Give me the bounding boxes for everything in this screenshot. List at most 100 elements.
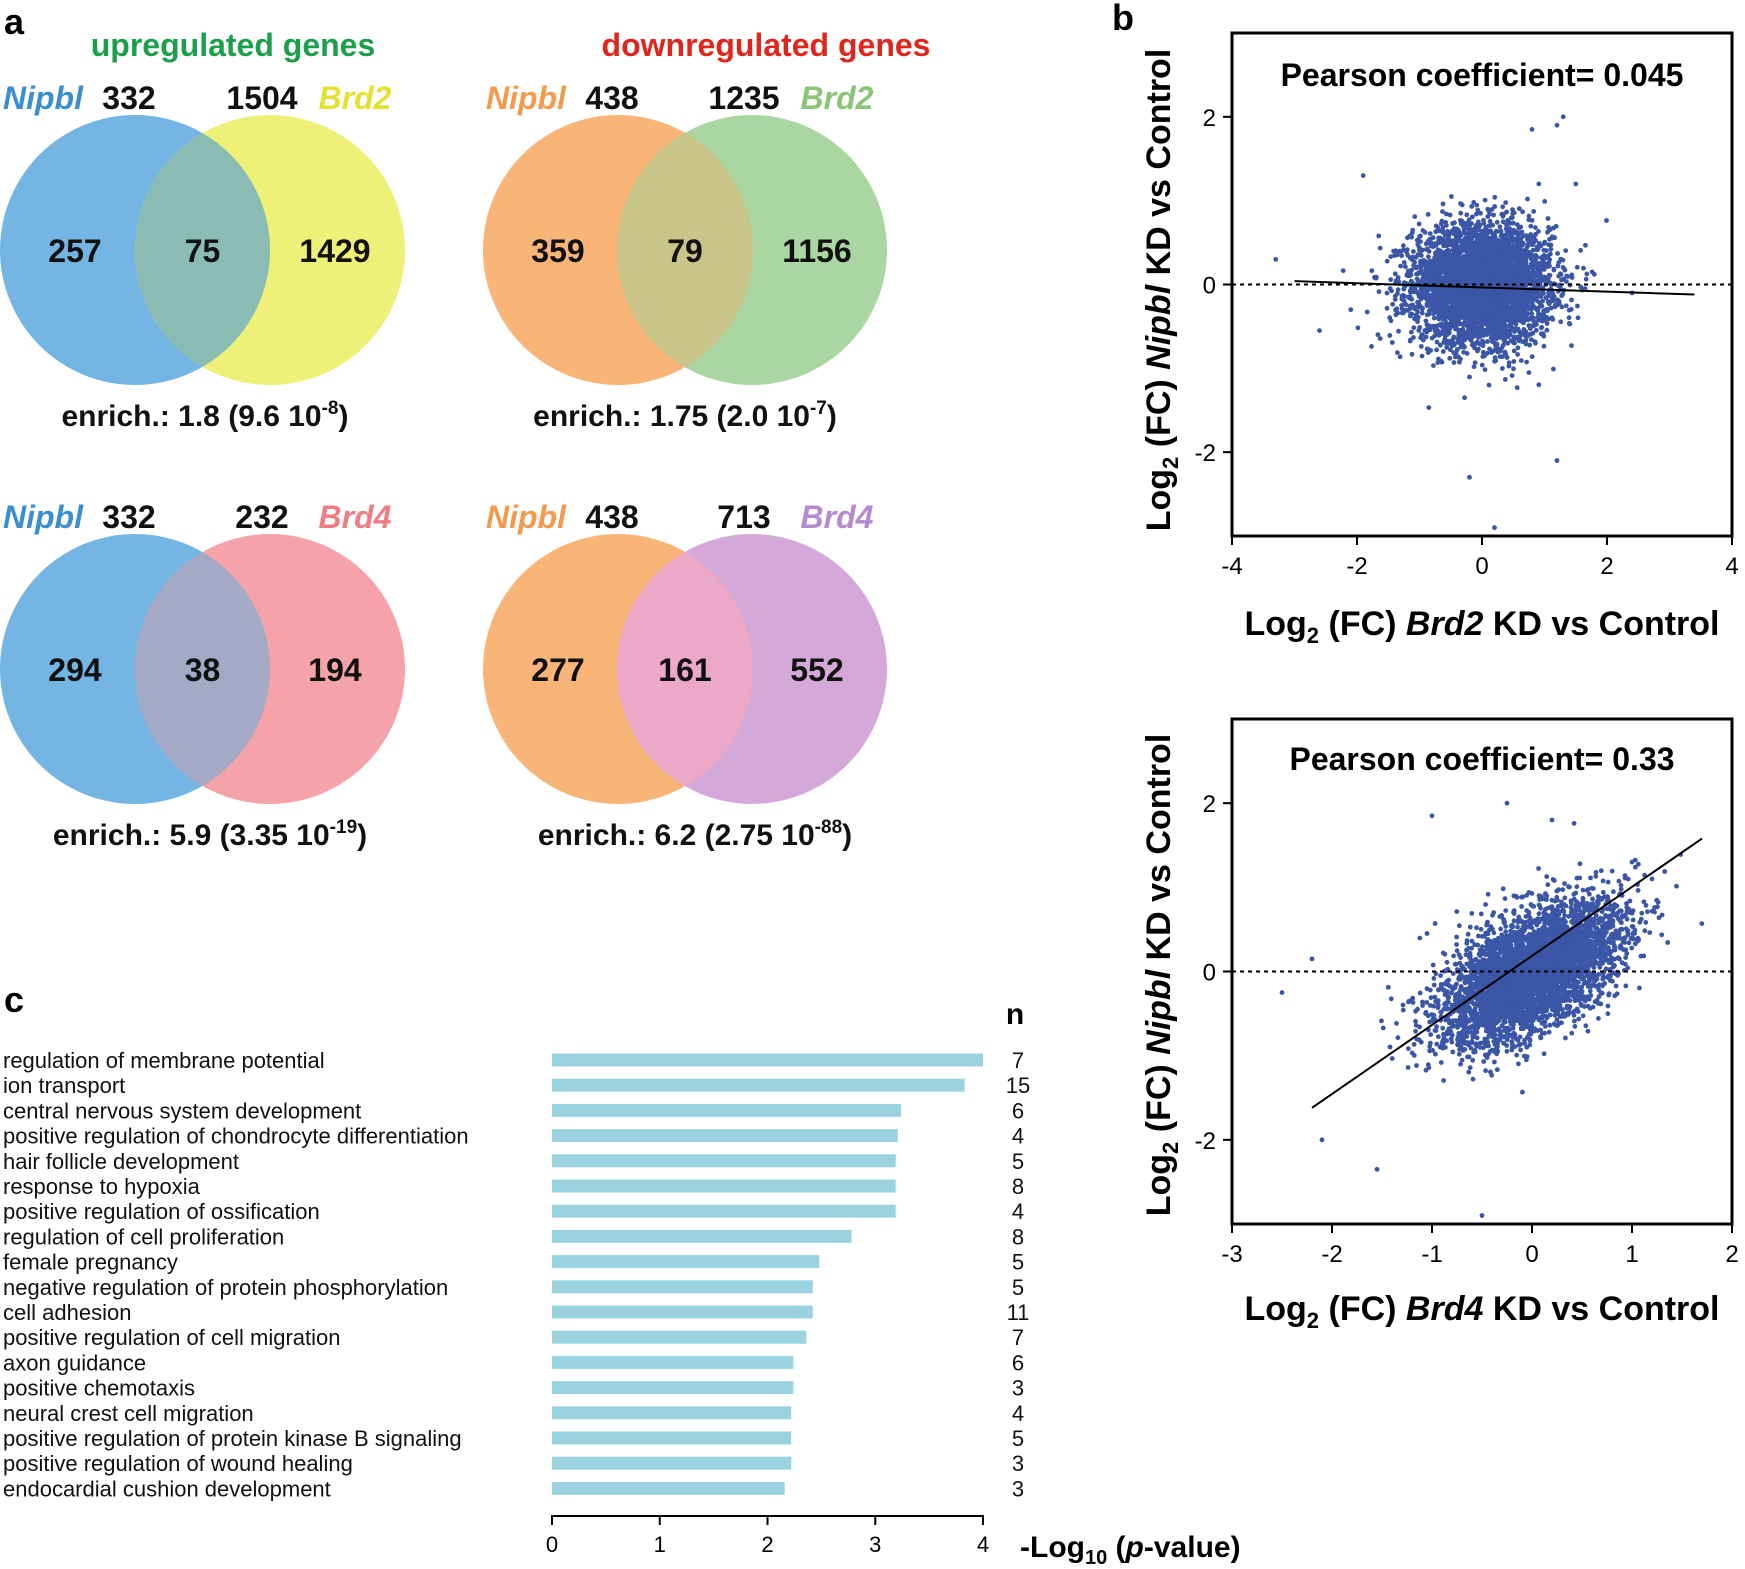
scatter-point [1481,350,1486,355]
scatter-point [1520,269,1526,275]
scatter-point [1444,301,1450,307]
scatter-point [1541,343,1547,349]
scatter-point [1529,337,1534,342]
scatter-point [1557,271,1563,277]
scatter-point [1486,330,1492,335]
scatter-point [1407,338,1413,344]
scatter-point [1471,298,1477,304]
scatter-point [1497,354,1503,359]
scatter-point [1507,315,1513,321]
scatter-point [1369,268,1375,274]
scatter-point [1500,324,1506,330]
scatter-point [1473,304,1478,310]
scatter-point [1360,173,1366,178]
scatter-point [1526,370,1532,375]
scatter-point [1465,328,1471,334]
scatter-point [1511,359,1517,364]
scatter-point [1444,211,1449,217]
scatter-point [1529,354,1535,360]
scatter-point [1512,310,1518,315]
scatter-point [1535,247,1541,252]
scatter-point [1591,271,1597,277]
scatter-point [1426,405,1432,410]
scatter-point [1390,301,1396,307]
venn-enrichment-label: enrich.: 1.75 (2.0 10-7) [533,398,837,433]
scatter-point [1435,225,1441,230]
scatter-point [1484,249,1489,255]
scatter-point [1373,274,1379,280]
scatter-point [1401,243,1406,249]
scatter-point [1467,228,1473,233]
scatter-point [1480,354,1486,359]
scatter-point [1459,271,1465,277]
scatter-point [1472,345,1477,351]
scatter-point [1563,303,1569,309]
scatter-point [1423,318,1429,324]
scatter-point [1495,258,1501,264]
scatter-point [1447,265,1453,271]
scatter-point [1518,237,1524,243]
scatter-point [1569,275,1575,280]
scatter-point [1491,333,1497,339]
scatter-point [1454,249,1460,255]
scatter-point [1495,319,1501,325]
scatter-point [1439,287,1445,293]
scatter-point [1426,240,1432,246]
scatter-point [1559,304,1565,310]
scatter-point [1460,223,1466,229]
scatter-brd2-title: Pearson coefficient= 0.045 [1281,57,1684,93]
scatter-point [1355,325,1361,331]
scatter-point [1471,364,1477,370]
scatter-point [1613,983,1619,989]
scatter-point [1453,294,1459,299]
scatter-point [1340,268,1346,274]
scatter-point [1473,270,1478,276]
venn-overlap-count: 161 [658,652,711,688]
scatter-point [1446,259,1452,265]
venn-left-total: 438 [585,80,638,116]
venn-enrichment-label: enrich.: 6.2 (2.75 10-88) [538,817,852,852]
scatter-point [1497,315,1502,320]
scatter-point [1516,253,1522,259]
venn-down-title: downregulated genes [602,27,931,63]
scatter-point [1504,355,1510,360]
scatter-point [1447,355,1453,361]
scatter-point [1604,218,1609,223]
venn-overlap-count: 79 [667,233,703,269]
scatter-point [1399,310,1405,316]
venn-overlap-region [135,115,270,385]
scatter-point [1533,327,1539,333]
scatter-point [1476,219,1481,225]
scatter-point [1511,366,1516,372]
scatter-point [1412,214,1418,220]
scatter-point [1517,304,1523,310]
scatter-point [1477,233,1483,239]
scatter-point [1526,217,1532,223]
scatter-point [1485,339,1490,344]
scatter-point [1451,334,1457,340]
scatter-point [1542,199,1548,204]
scatter-point [1504,1048,1510,1054]
scatter-point [1415,299,1420,305]
scatter-point [1500,219,1506,225]
scatter-point [1503,200,1509,206]
scatter-point [1525,298,1531,304]
scatter-point [1533,225,1538,231]
scatter-point [1502,349,1508,355]
scatter-point [1461,349,1466,355]
scatter-point [1510,207,1515,213]
scatter-point [1536,866,1541,871]
scatter-point [1457,923,1462,929]
scatter-point [1470,214,1475,220]
scatter-point [1423,334,1429,340]
scatter-point [1518,358,1524,363]
scatter-point [1477,332,1483,338]
scatter-point [1473,341,1478,347]
scatter-point [1487,218,1493,224]
scatter-point [1495,244,1501,250]
venn-right-only-count: 1156 [782,233,851,269]
scatter-point [1454,327,1460,332]
scatter-point [1517,293,1522,299]
scatter-point [1387,286,1393,291]
scatter-point [1399,253,1404,259]
